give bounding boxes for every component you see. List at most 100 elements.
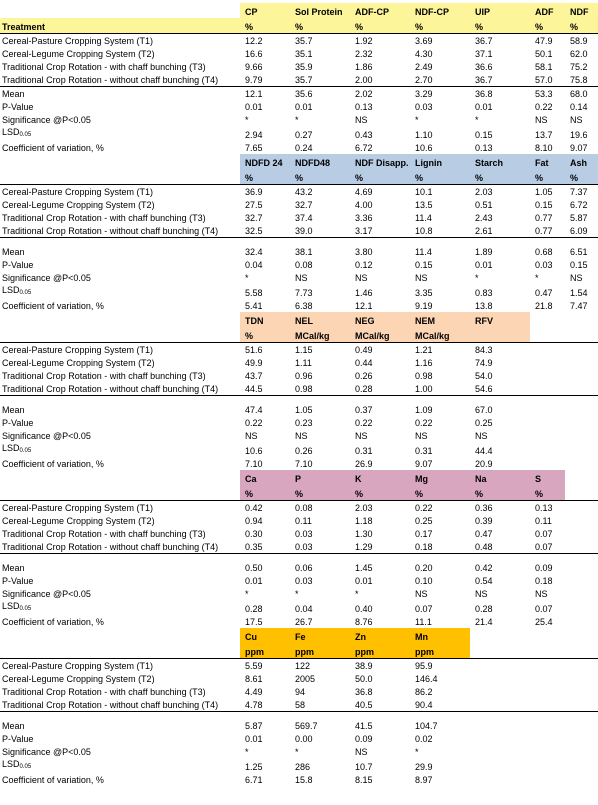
cell: 15.8: [295, 775, 313, 785]
unit-row: %%%%%%%: [0, 169, 598, 185]
cell: 57.0: [530, 73, 565, 87]
cell: *: [245, 273, 249, 283]
cell: 13.5: [415, 200, 433, 210]
cell: 36.8: [475, 89, 493, 99]
cell: NS: [295, 273, 308, 283]
column-header: NDF-CP: [410, 3, 470, 18]
cell: 0.01: [295, 102, 313, 112]
row-label-text: LSD: [2, 601, 20, 611]
header-blank: [0, 628, 240, 643]
cell: [530, 685, 565, 698]
unit: %: [530, 485, 565, 501]
cell: 0.07: [535, 604, 553, 614]
cell: 0.01: [475, 102, 493, 112]
row-label: Cereal-Pasture Cropping System (T1): [0, 659, 240, 673]
cell: 26.7: [295, 617, 313, 627]
cell: 9.07: [415, 459, 433, 469]
cell: 0.01: [245, 734, 263, 744]
unit: [470, 643, 530, 659]
cell: 62.0: [570, 49, 588, 59]
row-label-text: Mean: [2, 247, 25, 257]
cell: 19.6: [570, 130, 588, 140]
row-label: Cereal-Pasture Cropping System (T1): [0, 501, 240, 515]
row-label-text: LSD: [2, 443, 20, 453]
cell: 0.47: [475, 529, 493, 539]
unit-row: ppm ppm ppm ppm: [0, 643, 598, 659]
cell: 47.4: [245, 405, 263, 415]
header-blank: [0, 154, 240, 169]
row-label: Traditional Crop Rotation - without chaf…: [0, 224, 240, 238]
cell: [565, 527, 598, 540]
cell: 0.23: [295, 418, 313, 428]
data-row: Traditional Crop Rotation - with chaff b…: [0, 60, 598, 73]
cell: 0.26: [295, 446, 313, 456]
cell: 0.22: [535, 102, 553, 112]
row-label-text: LSD: [2, 285, 20, 295]
cell: [470, 758, 530, 773]
unit: %: [470, 485, 530, 501]
cell: 0.01: [245, 102, 263, 112]
column-header: CP: [240, 3, 290, 18]
cell: 0.11: [295, 516, 312, 526]
unit: MCal/kg: [350, 327, 410, 343]
cell: *: [535, 273, 539, 283]
row-label: Traditional Crop Rotation - without chaf…: [0, 382, 240, 396]
unit: %: [350, 485, 410, 501]
cell: 0.35: [240, 540, 290, 554]
cell: 0.17: [415, 529, 433, 539]
cell: *: [415, 115, 419, 125]
column-header: Fe: [290, 628, 350, 643]
row-label: Traditional Crop Rotation - without chaf…: [0, 73, 240, 87]
cell: NS: [355, 273, 368, 283]
nutrient-table: CP Sol Protein ADF-CP NDF-CP UIP ADF NDF Treatm…: [0, 3, 598, 786]
cell: 0.47: [535, 288, 553, 298]
data-row: LSD0.05 2.94 0.27 0.43 1.10 0.15 13.7 19.6: [0, 126, 598, 141]
column-header: NDF: [565, 3, 598, 18]
cell: 0.25: [415, 516, 433, 526]
cell: 0.11: [535, 516, 552, 526]
cell: [565, 382, 598, 396]
column-header: Sol Protein: [290, 3, 350, 18]
column-header: UIP: [470, 3, 530, 18]
cell: 0.04: [245, 260, 263, 270]
cell: [565, 442, 598, 457]
data-row: Cereal-Pasture Cropping System (T1) 12.2 3…: [0, 34, 598, 48]
row-label-text: Traditional Crop Rotation - with chaff b…: [2, 371, 206, 381]
cell: 1.15: [295, 345, 313, 355]
column-header: P: [290, 470, 350, 485]
data-row: Coefficient of variation, % 6.71 15.8 8.15 8…: [0, 773, 598, 786]
row-label-text: Traditional Crop Rotation - with chaff b…: [2, 62, 206, 72]
row-label: LSD0.05: [0, 284, 240, 299]
row-label: Cereal-Legume Cropping System (T2): [0, 198, 240, 211]
cell: 2.00: [350, 73, 410, 87]
cell: 32.5: [240, 224, 290, 238]
row-label-text: Coefficient of variation, %: [2, 617, 104, 627]
cell: [565, 773, 598, 786]
cell: [565, 712, 598, 733]
cell: 51.6: [245, 345, 263, 355]
cell: 0.03: [295, 576, 313, 586]
column-header: NEG: [350, 312, 410, 327]
cell: 90.4: [410, 698, 470, 712]
column-header: Lignin: [410, 154, 470, 169]
row-label-text: LSD: [2, 759, 20, 769]
header-row: Cu Fe Zn Mn: [0, 628, 598, 643]
cell: [565, 356, 598, 369]
cell: 0.50: [245, 563, 263, 573]
cell: 0.27: [295, 130, 313, 140]
table-body: CP Sol Protein ADF-CP NDF-CP UIP ADF NDF Treatm…: [0, 3, 598, 786]
cell: 0.03: [415, 102, 433, 112]
cell: 0.36: [475, 503, 493, 513]
cell: 1.18: [355, 516, 373, 526]
cell: NS: [535, 589, 548, 599]
cell: NS: [415, 273, 428, 283]
cell: NS: [355, 747, 368, 757]
cell: 0.20: [415, 563, 433, 573]
cell: 0.22: [415, 418, 433, 428]
row-label-text: Significance @P<0.05: [2, 431, 91, 441]
cell: [565, 659, 598, 673]
cell: *: [475, 273, 479, 283]
unit: %: [410, 18, 470, 34]
data-row: Cereal-Legume Cropping System (T2) 0.94 0.…: [0, 514, 598, 527]
row-label-text: Cereal-Pasture Cropping System (T1): [2, 503, 154, 513]
